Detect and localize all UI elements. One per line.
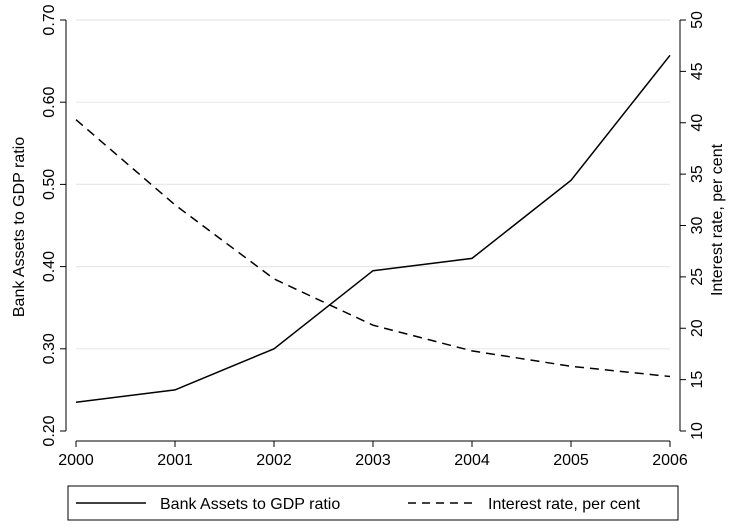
right-axis-tick-label: 10 <box>689 422 706 440</box>
right-axis-tick-label: 35 <box>689 165 706 183</box>
left-axis-tick-label: 0.20 <box>41 415 58 446</box>
x-axis-tick-label: 2004 <box>454 452 490 469</box>
left-axis-tick-label: 0.70 <box>41 4 58 35</box>
right-axis-tick-label: 25 <box>689 268 706 286</box>
right-axis-tick-label: 20 <box>689 319 706 337</box>
legend-label-bank-assets: Bank Assets to GDP ratio <box>160 496 340 513</box>
left-axis-tick-label: 0.30 <box>41 333 58 364</box>
x-axis-tick-label: 2000 <box>58 452 94 469</box>
legend-label-interest-rate: Interest rate, per cent <box>488 496 641 513</box>
x-axis-tick-label: 2001 <box>157 452 193 469</box>
right-axis-tick-label: 40 <box>689 114 706 132</box>
interest-rate-line <box>76 120 670 377</box>
axis-labels: Bank Assets to GDP ratio Interest rate, … <box>11 137 726 317</box>
left-axis-title: Bank Assets to GDP ratio <box>11 137 28 317</box>
axes: 0.20 0.30 0.40 0.50 0.60 0.70 10 15 20 25 30 35 40 45… <box>41 4 706 469</box>
gridlines <box>76 20 670 349</box>
right-axis-tick-label: 50 <box>689 11 706 29</box>
right-axis-tick-label: 45 <box>689 62 706 80</box>
x-axis-tick-label: 2002 <box>256 452 292 469</box>
series-lines <box>76 55 670 402</box>
right-axis-tick-label: 30 <box>689 217 706 235</box>
left-axis-tick-label: 0.60 <box>41 87 58 118</box>
left-axis-tick-label: 0.40 <box>41 251 58 282</box>
bank-assets-line <box>76 55 670 402</box>
right-axis-tick-label: 15 <box>689 371 706 389</box>
right-axis-title: Interest rate, per cent <box>709 143 726 296</box>
legend: Bank Assets to GDP ratio Interest rate, … <box>68 486 678 520</box>
x-axis-tick-label: 2006 <box>652 452 688 469</box>
x-axis-tick-label: 2003 <box>355 452 391 469</box>
left-axis-tick-label: 0.50 <box>41 169 58 200</box>
x-axis-tick-label: 2005 <box>553 452 589 469</box>
